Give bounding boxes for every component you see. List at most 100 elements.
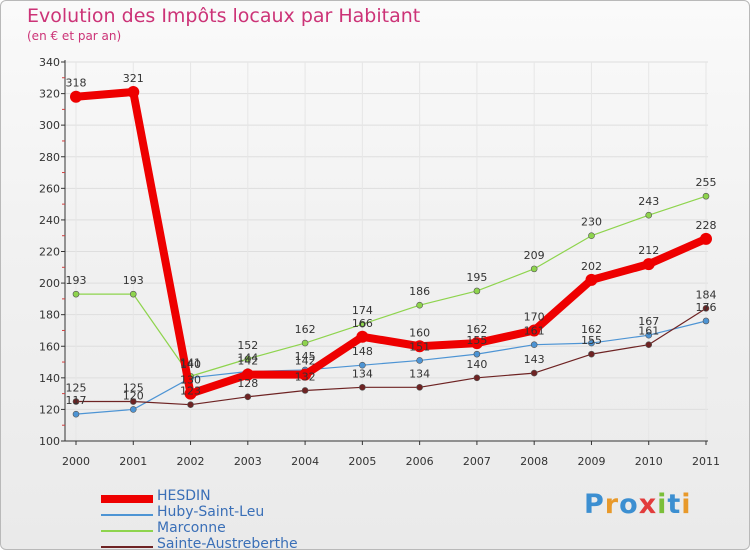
- data-label: 144: [237, 352, 258, 365]
- x-tick-label: 2002: [177, 455, 205, 468]
- legend-swatch: [101, 495, 153, 503]
- data-label: 151: [409, 340, 430, 353]
- data-label: 123: [180, 385, 201, 398]
- data-point: [184, 387, 197, 400]
- data-label: 161: [638, 325, 659, 338]
- data-point: [187, 401, 194, 408]
- logo-letter: t: [667, 489, 682, 520]
- data-point: [473, 287, 481, 295]
- data-point: [244, 393, 252, 401]
- data-label: 143: [524, 353, 545, 366]
- logo-letter: P: [584, 489, 605, 520]
- legend-swatch: [101, 530, 153, 532]
- data-point: [72, 398, 80, 405]
- y-tick-label: 340: [39, 56, 60, 69]
- proxiti-logo: Proxiti: [584, 489, 692, 520]
- y-tick-label: 180: [39, 309, 60, 322]
- data-point: [356, 330, 369, 343]
- data-label: 145: [295, 350, 316, 363]
- data-point: [72, 290, 80, 298]
- y-tick-label: 120: [39, 403, 60, 416]
- y-tick-label: 260: [39, 182, 60, 195]
- y-tick-label: 280: [39, 151, 60, 164]
- logo-letter: r: [604, 489, 620, 520]
- data-point: [416, 301, 423, 309]
- data-point: [301, 387, 309, 394]
- data-label: 162: [295, 323, 316, 336]
- x-tick-label: 2010: [635, 455, 663, 468]
- data-label: 142: [237, 355, 258, 368]
- data-point: [588, 232, 595, 240]
- legend-label: Huby-Saint-Leu: [157, 504, 265, 520]
- y-tick-label: 160: [39, 340, 60, 353]
- x-tick-label: 2003: [234, 455, 262, 468]
- data-point: [413, 340, 426, 353]
- y-tick-label: 240: [39, 214, 60, 227]
- data-point: [642, 258, 655, 271]
- data-label: 228: [696, 219, 717, 232]
- data-label: 202: [581, 260, 602, 273]
- line-chart: 100 120 140 160 180 200 220 240 260 280 300 320 340 2…: [39, 56, 720, 468]
- logo-letter: o: [619, 489, 639, 520]
- data-label: 130: [180, 374, 201, 387]
- data-label: 212: [638, 244, 659, 257]
- data-label: 140: [180, 358, 201, 371]
- data-point: [528, 324, 541, 337]
- data-label: 134: [409, 367, 430, 380]
- legend-label: Sainte-Austreberthe: [157, 536, 298, 550]
- series-line-hesdin: [72, 88, 710, 398]
- data-point: [359, 384, 366, 391]
- series-line-sainte-austreberthe: [75, 307, 707, 406]
- data-label: 174: [352, 304, 373, 317]
- logo-letter: i: [657, 489, 668, 520]
- data-label: 142: [295, 355, 316, 368]
- data-point: [645, 211, 653, 219]
- data-label: 134: [352, 367, 373, 380]
- y-tick-label: 220: [39, 246, 60, 259]
- series-line-huby-saint-leu: [75, 320, 707, 415]
- data-point: [585, 273, 598, 286]
- data-point: [129, 406, 137, 413]
- data-point: [70, 90, 82, 103]
- data-point: [470, 337, 483, 350]
- legend-label: Marconne: [157, 520, 226, 536]
- data-point: [244, 355, 252, 363]
- legend-swatch: [101, 514, 153, 516]
- data-point: [645, 331, 653, 339]
- data-point: [416, 384, 423, 391]
- data-label: 155: [466, 334, 487, 347]
- x-tick-label: 2007: [463, 455, 491, 468]
- data-label: 321: [123, 72, 144, 85]
- data-point: [700, 232, 712, 245]
- data-point: [702, 192, 710, 200]
- data-point: [588, 339, 595, 347]
- data-label: 318: [66, 77, 87, 90]
- data-point: [416, 357, 423, 364]
- data-label: 141: [180, 356, 201, 369]
- data-label: 125: [66, 382, 87, 395]
- y-tick-label: 200: [39, 277, 60, 290]
- data-label: 193: [66, 274, 87, 287]
- x-tick-label: 2009: [577, 455, 605, 468]
- x-tick-label: 2001: [119, 455, 147, 468]
- data-point: [127, 86, 140, 99]
- data-point: [473, 350, 481, 358]
- legend-swatch: [101, 546, 153, 548]
- x-tick-label: 2004: [291, 455, 319, 468]
- data-point: [241, 368, 254, 381]
- data-label: 155: [581, 334, 602, 347]
- data-label: 161: [524, 325, 545, 338]
- logo-letter: x: [638, 489, 658, 520]
- data-label: 195: [466, 271, 487, 284]
- data-label: 186: [409, 285, 430, 298]
- data-point: [588, 350, 595, 358]
- data-label: 117: [66, 394, 87, 407]
- data-label: 230: [581, 216, 602, 229]
- data-label: 184: [696, 288, 717, 301]
- data-point: [359, 320, 366, 328]
- data-label: 132: [295, 370, 316, 383]
- data-point: [473, 374, 481, 382]
- data-point: [301, 339, 309, 347]
- logo-letter: i: [681, 489, 692, 520]
